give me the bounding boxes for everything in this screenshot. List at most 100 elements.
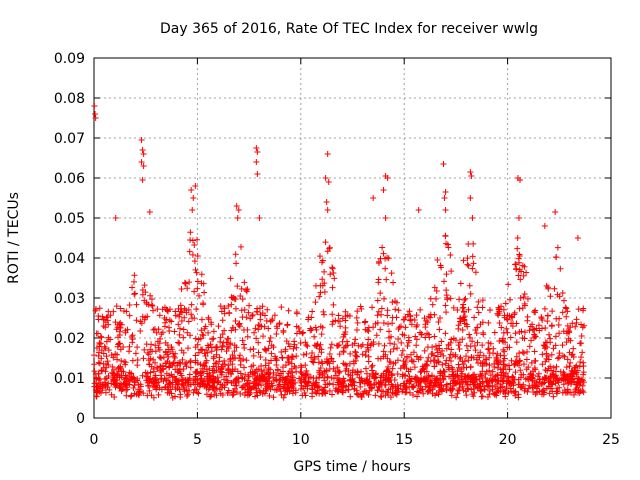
data-point [141, 282, 148, 289]
data-point [548, 367, 555, 374]
y-tick-label: 0.06 [54, 171, 85, 187]
data-point [442, 330, 449, 337]
data-point [517, 177, 524, 183]
data-point [102, 389, 109, 396]
data-point [149, 303, 156, 310]
data-point [551, 285, 558, 292]
data-point [92, 306, 99, 313]
data-point [508, 357, 515, 364]
data-point [535, 322, 542, 329]
data-point [263, 317, 270, 324]
data-point [98, 334, 105, 341]
data-point [433, 288, 440, 295]
data-point [385, 376, 392, 383]
data-point [119, 385, 126, 392]
data-point [191, 288, 198, 295]
data-point [515, 376, 522, 383]
data-point [385, 321, 392, 328]
data-point [433, 376, 440, 383]
data-point [433, 390, 440, 397]
data-point [479, 297, 486, 304]
x-tick-label: 15 [395, 432, 413, 448]
data-point [180, 366, 187, 373]
data-point [296, 375, 303, 382]
data-point [111, 377, 118, 384]
data-point [309, 393, 316, 400]
data-point [144, 382, 151, 389]
data-point [167, 348, 174, 355]
data-point [172, 350, 179, 357]
data-point [180, 349, 187, 356]
data-point [559, 342, 566, 349]
data-point [474, 339, 481, 346]
data-point [200, 378, 207, 385]
data-point [412, 333, 419, 340]
data-point [497, 388, 504, 395]
data-point [415, 207, 422, 213]
data-point [352, 349, 359, 356]
data-point [112, 351, 119, 358]
data-point [233, 344, 240, 351]
data-point [398, 352, 405, 359]
data-point [248, 363, 255, 370]
data-point [545, 375, 552, 382]
data-point [581, 322, 588, 329]
data-point [107, 336, 114, 343]
data-point [233, 382, 240, 389]
data-point [484, 378, 491, 385]
data-point [551, 373, 558, 380]
data-point [221, 376, 228, 383]
data-point [265, 371, 272, 378]
data-point [169, 374, 176, 381]
data-point [440, 161, 447, 167]
data-point [147, 346, 154, 353]
data-point [264, 380, 271, 387]
data-point [561, 297, 568, 304]
data-point [194, 278, 201, 285]
data-point [409, 358, 416, 365]
data-point [577, 358, 584, 365]
data-point [384, 307, 391, 314]
data-point [571, 379, 578, 386]
data-point [336, 376, 343, 383]
data-point [162, 349, 169, 356]
data-point [166, 317, 173, 324]
data-point [498, 324, 505, 331]
data-point [189, 251, 196, 258]
data-point [474, 304, 481, 311]
data-point [138, 137, 145, 143]
data-point [457, 280, 464, 287]
data-point [401, 380, 408, 387]
data-point [102, 368, 109, 375]
data-point [156, 312, 163, 319]
data-point [340, 333, 347, 340]
data-point [482, 374, 489, 381]
data-point [552, 380, 559, 387]
data-point [570, 345, 577, 352]
data-point [377, 290, 384, 297]
data-point [104, 358, 111, 365]
data-point [316, 374, 323, 381]
data-point [169, 379, 176, 386]
data-point [439, 361, 446, 368]
data-point [319, 390, 326, 397]
data-point [111, 393, 118, 400]
y-axis-label: ROTI / TECUs [6, 192, 22, 284]
data-point [285, 340, 292, 347]
data-point [265, 345, 272, 352]
data-point [341, 377, 348, 384]
data-point [187, 358, 194, 365]
data-point [258, 368, 265, 375]
data-point [519, 334, 526, 341]
data-point [318, 349, 325, 356]
data-point [210, 369, 217, 376]
data-point [233, 260, 240, 267]
data-point [319, 257, 326, 264]
data-point [521, 300, 528, 307]
data-point [467, 290, 474, 297]
data-point [494, 364, 501, 371]
y-tick-label: 0.05 [54, 211, 85, 227]
data-point [406, 378, 413, 385]
data-point [476, 376, 483, 383]
data-point [509, 323, 516, 330]
